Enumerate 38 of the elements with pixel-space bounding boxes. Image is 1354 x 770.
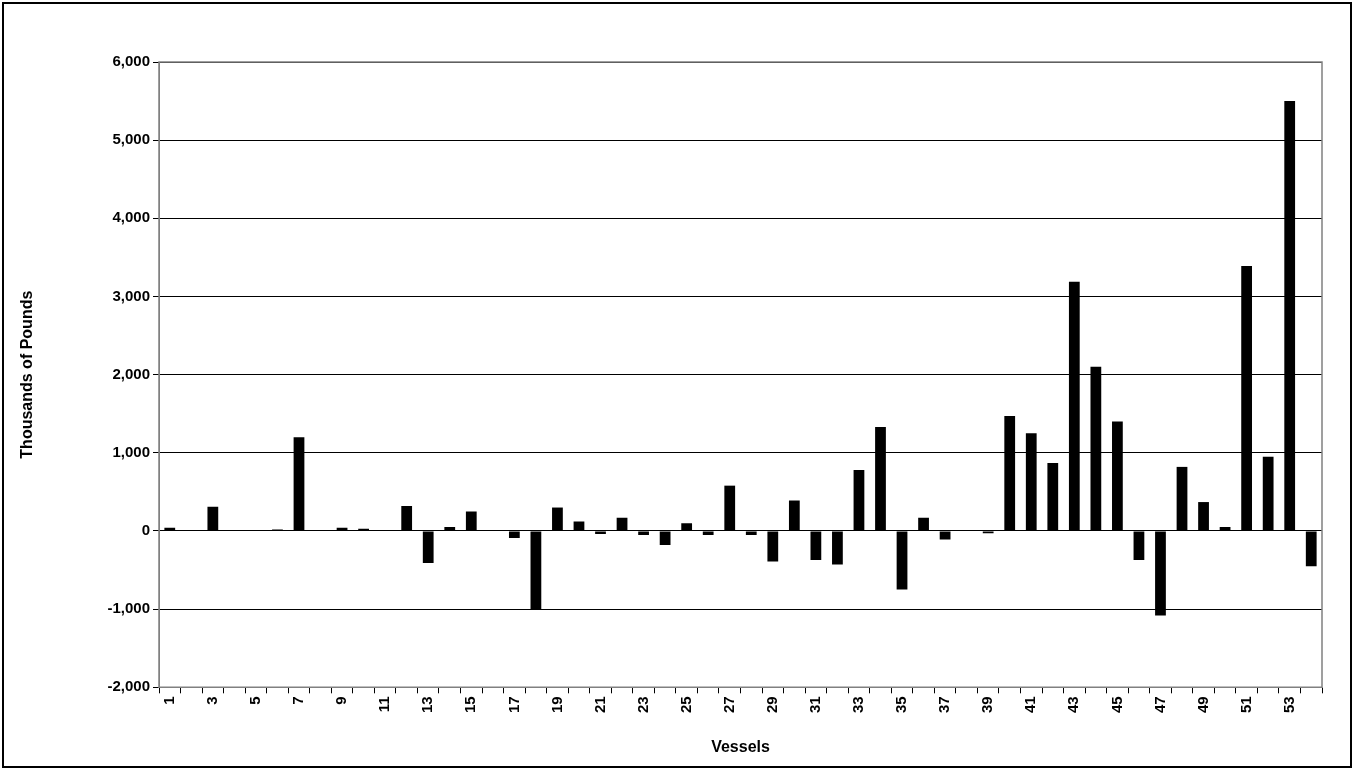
y-tick-label: 0 — [141, 521, 150, 539]
x-tick-label: 17 — [504, 696, 522, 713]
x-tick-label: 1 — [159, 696, 177, 705]
y-tick-label: -1,000 — [107, 599, 150, 617]
x-tick-label: 45 — [1107, 696, 1125, 713]
x-tick-label: 3 — [202, 696, 220, 705]
x-tick-label: 9 — [332, 696, 350, 705]
y-tick-label: 2,000 — [112, 364, 150, 382]
x-tick-label: 43 — [1064, 696, 1082, 713]
x-tick-label: 15 — [461, 696, 479, 713]
x-tick-label: 53 — [1279, 696, 1297, 713]
y-tick-label: 4,000 — [112, 208, 150, 226]
x-tick-label: 23 — [633, 696, 651, 713]
x-tick-label: 11 — [375, 696, 393, 713]
x-tick-label: 49 — [1193, 696, 1211, 713]
x-axis-title: Vessels — [711, 737, 770, 755]
x-tick-label: 41 — [1021, 696, 1039, 713]
y-tick-label: 6,000 — [112, 52, 150, 70]
x-tick-label: 33 — [849, 696, 867, 713]
x-tick-label: 35 — [892, 696, 910, 713]
x-tick-label: 19 — [547, 696, 565, 713]
x-tick-label: 25 — [676, 696, 694, 713]
x-tick-label: 37 — [935, 696, 953, 713]
x-tick-label: 39 — [978, 696, 996, 713]
x-tick-label: 13 — [418, 696, 436, 713]
x-tick-label: 7 — [289, 696, 307, 705]
x-tick-label: 27 — [719, 696, 737, 713]
y-tick-label: -2,000 — [107, 677, 150, 695]
y-axis-title: Thousands of Pounds — [18, 290, 36, 459]
x-tick-label: 31 — [806, 696, 824, 713]
x-tick-label: 21 — [590, 696, 608, 713]
x-tick-label: 51 — [1236, 696, 1254, 713]
x-tick-label: 5 — [246, 696, 264, 705]
y-tick-label: 1,000 — [112, 442, 150, 460]
y-tick-label: 3,000 — [112, 286, 150, 304]
x-tick-label: 29 — [762, 696, 780, 713]
y-tick-label: 5,000 — [112, 130, 150, 148]
x-tick-label: 47 — [1150, 696, 1168, 713]
